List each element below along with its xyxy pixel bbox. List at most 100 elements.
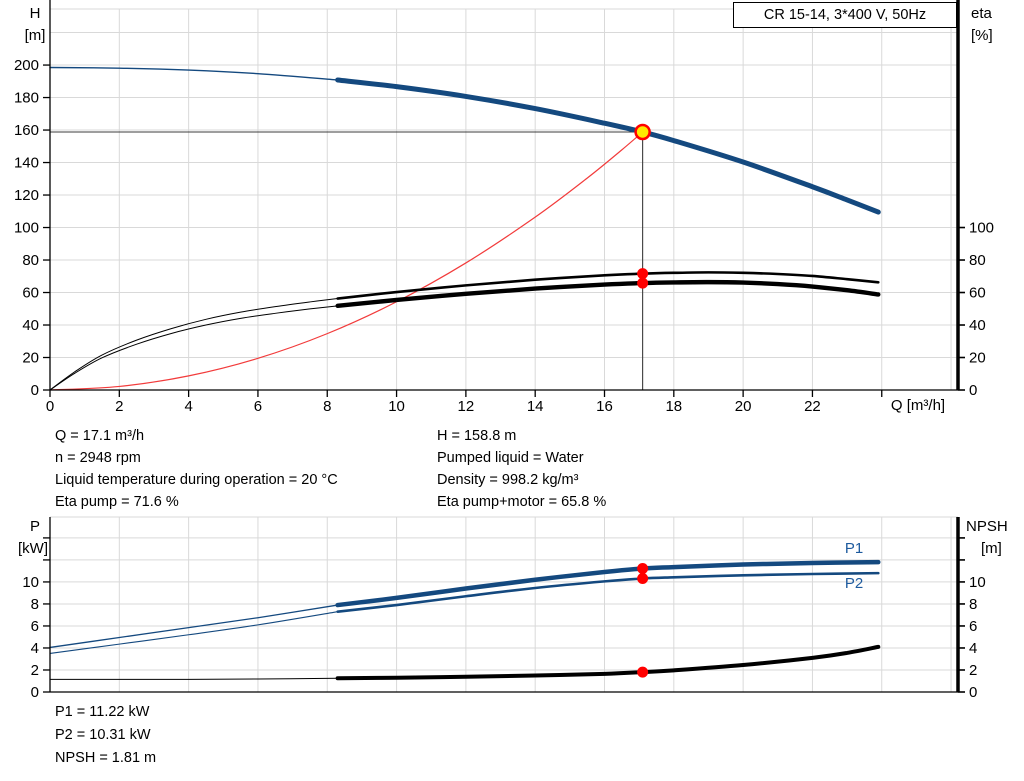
left-tick-label: 160 <box>14 122 39 139</box>
info-line-liquid: Pumped liquid = Water <box>437 450 584 466</box>
info-line-npsh: NPSH = 1.81 m <box>55 750 157 766</box>
left-axis-title: P <box>30 518 40 535</box>
right-tick-label: 100 <box>969 220 994 237</box>
left-tick-label: 80 <box>22 252 39 269</box>
x-tick-label: 22 <box>804 398 821 415</box>
right-tick-label: 8 <box>969 596 977 613</box>
x-tick-label: 10 <box>388 398 405 415</box>
P1-curve-path <box>49 604 339 649</box>
info-line-temperature: Liquid temperature during operation = 20… <box>55 472 338 488</box>
left-tick-label: 120 <box>14 187 39 204</box>
right-tick-label: 0 <box>969 382 977 399</box>
H-pump-curve-path <box>49 66 339 81</box>
info-line-eta-pump-motor: Eta pump+motor = 65.8 % <box>437 494 607 510</box>
duty-point-marker <box>634 123 651 141</box>
left-tick-label: 180 <box>14 90 39 107</box>
operating-data-right: H = 158.8 m Pumped liquid = Water Densit… <box>437 425 606 513</box>
NPSH-curve-path <box>335 644 881 681</box>
operating-data-left: Q = 17.1 m³/h n = 2948 rpm Liquid temper… <box>55 425 338 513</box>
eta-pump-motor-curve <box>49 279 881 391</box>
right-tick-label: 60 <box>969 285 986 302</box>
right-tick-label: 4 <box>969 640 977 657</box>
axes: 0 2 4 6 8 10 0 2 4 6 8 10 P [kW] NPSH [m] <box>18 517 1008 701</box>
right-axis-title: eta <box>971 5 993 22</box>
right-tick-label: 10 <box>969 574 986 591</box>
info-line-p2: P2 = 10.31 kW <box>55 727 151 743</box>
system-curve-path <box>49 131 644 391</box>
eta-pump-curve <box>49 271 880 391</box>
left-tick-label: 100 <box>14 220 39 237</box>
right-tick-label: 40 <box>969 317 986 334</box>
right-axis-title: [%] <box>971 27 993 44</box>
gridlines <box>50 8 958 390</box>
left-tick-label: 40 <box>22 317 39 334</box>
x-tick-label: 16 <box>596 398 613 415</box>
NPSH-curve-path <box>49 677 339 680</box>
x-tick-label: 6 <box>254 398 262 415</box>
chart-title-box: CR 15-14, 3*400 V, 50Hz <box>733 2 957 28</box>
left-tick-label: 200 <box>14 57 39 74</box>
x-tick-label: 14 <box>527 398 544 415</box>
left-axis-title: H <box>30 5 41 22</box>
left-tick-label: 2 <box>31 662 39 679</box>
x-tick-label: 0 <box>46 398 54 415</box>
P1-curve: P1 <box>49 540 881 649</box>
duty-dot <box>637 666 649 678</box>
P2-curve-label: P2 <box>845 575 863 592</box>
left-tick-label: 140 <box>14 155 39 172</box>
right-tick-label: 6 <box>969 618 977 635</box>
P1-curve-path <box>335 559 881 608</box>
eta-pump-curve-path <box>49 298 339 391</box>
x-tick-label: 8 <box>323 398 331 415</box>
left-tick-label: 8 <box>31 596 39 613</box>
right-axis-title: [m] <box>981 540 1002 557</box>
eta-pump-motor-curve-path <box>49 305 339 391</box>
left-tick-label: 60 <box>22 285 39 302</box>
left-tick-label: 6 <box>31 618 39 635</box>
chart-title: CR 15-14, 3*400 V, 50Hz <box>763 7 927 23</box>
x-tick-label: 20 <box>735 398 752 415</box>
power-npsh-data: P1 = 11.22 kW P2 = 10.31 kW NPSH = 1.81 … <box>55 701 156 770</box>
P2-curve: P2 <box>49 571 880 655</box>
P1-curve-label: P1 <box>845 540 863 557</box>
info-line-eta-pump: Eta pump = 71.6 % <box>55 494 179 510</box>
x-tick-label: 12 <box>458 398 475 415</box>
NPSH-curve <box>49 644 881 681</box>
P2-curve-path <box>336 571 880 613</box>
left-tick-label: 0 <box>31 382 39 399</box>
left-axis-title: [m] <box>25 27 46 44</box>
P2-curve-path <box>49 611 339 655</box>
right-tick-label: 2 <box>969 662 977 679</box>
power-npsh-chart: P1 P2 0 2 4 6 8 10 0 2 4 6 8 10 P [kW] NPSH [m] <box>18 516 1008 701</box>
duty-dot <box>637 268 649 280</box>
eta-pump-motor-curve-path <box>335 279 881 309</box>
eta-pump-curve-path <box>336 271 880 300</box>
H-pump-curve-path <box>335 77 881 215</box>
duty-dot <box>637 563 649 575</box>
left-tick-label: 4 <box>31 640 39 657</box>
duty-dot <box>637 573 649 585</box>
x-tick-label: 18 <box>665 398 682 415</box>
left-tick-label: 20 <box>22 350 39 367</box>
x-axis-title: Q [m³/h] <box>891 397 945 414</box>
right-tick-label: 20 <box>969 350 986 367</box>
info-line-density: Density = 998.2 kg/m³ <box>437 472 579 488</box>
x-tick-label: 4 <box>184 398 192 415</box>
x-tick-label: 2 <box>115 398 123 415</box>
info-line-speed: n = 2948 rpm <box>55 450 141 466</box>
left-tick-label: 10 <box>22 574 39 591</box>
system-curve <box>49 131 644 391</box>
right-tick-label: 80 <box>969 252 986 269</box>
info-line-p1: P1 = 11.22 kW <box>55 704 150 720</box>
gridlines <box>50 516 958 692</box>
left-tick-label: 0 <box>31 684 39 701</box>
duty-dot <box>637 277 649 289</box>
H-pump-curve <box>49 66 881 215</box>
axes: 0 20 40 60 80 100 120 140 160 180 200 0 20 40 60 80 100 0… <box>14 0 994 415</box>
left-axis-title: [kW] <box>18 540 48 557</box>
qh-eta-chart: 0 20 40 60 80 100 120 140 160 180 200 0 20 40 60 80 100 0… <box>14 0 994 415</box>
info-line-head: H = 158.8 m <box>437 428 517 444</box>
right-axis-title: NPSH <box>966 518 1008 535</box>
